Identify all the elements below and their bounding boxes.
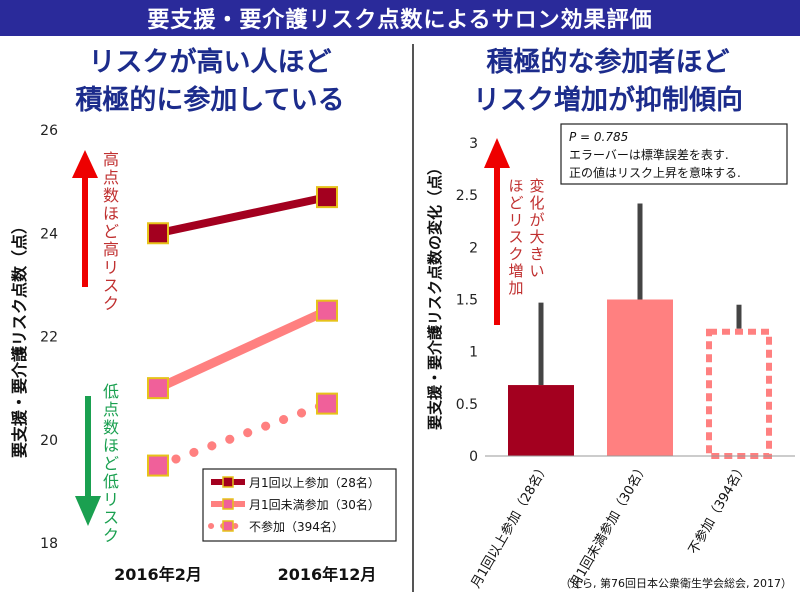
left-heading-line1: リスクが高い人ほど	[88, 47, 332, 78]
stats-p-value: P = 0.785	[569, 130, 628, 144]
up-note-left: 高点数ほど高リスク	[103, 150, 119, 313]
right-heading-line1: 積極的な参加者ほど	[486, 47, 730, 78]
up-note-right-col2: ほどリスク増	[508, 177, 523, 280]
left-heading: リスクが高い人ほど 積極的に参加している	[20, 44, 400, 120]
legend-label-1: 月1回未満参加（30名）	[249, 497, 380, 512]
y-tick-label-right: 1	[469, 345, 478, 361]
bar-1	[607, 299, 673, 456]
x-tick-label-right: 月1回以上参加（28名）	[468, 460, 553, 591]
data-point-0-0	[147, 222, 169, 245]
y-tick-label-right: 0.5	[456, 397, 478, 413]
series-line-2	[153, 399, 332, 471]
data-point-1-0	[147, 377, 169, 400]
right-heading-line2: リスク増加が抑制傾向	[473, 85, 743, 116]
down-arrow-head-left	[75, 496, 101, 526]
y-tick-label-right: 0	[469, 449, 478, 465]
stats-note-error: エラーバーは標準誤差を表す.	[569, 147, 729, 162]
data-point-2-0	[147, 454, 169, 477]
legend-swatch-marker-0	[222, 476, 234, 488]
bar-2	[706, 328, 772, 460]
y-tick-label-right: 2.5	[456, 188, 478, 204]
y-tick-label-left: 26	[40, 123, 58, 139]
stats-note-positive: 正の値はリスク上昇を意味する.	[569, 165, 741, 180]
x-tick-label-right: 不参加（394名）	[685, 460, 750, 557]
y-tick-label-left: 20	[40, 433, 58, 449]
right-heading: 積極的な参加者ほど リスク増加が抑制傾向	[418, 44, 798, 120]
up-arrow-head-right	[484, 138, 510, 168]
y-axis-label-right: 要支援・要介護リスク点数の変化（点）	[426, 160, 444, 430]
up-arrow-head-left	[72, 150, 98, 178]
legend-label-2: 不参加（394名）	[249, 519, 344, 534]
banner-title: 要支援・要介護リスク点数によるサロン効果評価	[0, 0, 800, 36]
legend-swatch-marker-2	[222, 520, 234, 532]
source-note: （辻ら, 第76回日本公衆衛生学会総会, 2017）	[560, 577, 792, 590]
data-point-2-1	[316, 392, 338, 415]
bar-0	[508, 385, 574, 456]
stats-box	[560, 123, 788, 185]
y-axis-label-left: 要支援・要介護リスク点数（点）	[10, 218, 29, 458]
x-tick-label-left: 2016年2月	[114, 565, 202, 584]
y-tick-label-left: 24	[40, 226, 58, 242]
data-point-1-1	[316, 299, 338, 322]
left-heading-line2: 積極的に参加している	[75, 85, 345, 116]
down-note-left: 低点数ほど低リスク	[103, 382, 119, 545]
y-tick-label-right: 3	[469, 136, 478, 152]
y-tick-label-left: 22	[40, 330, 58, 346]
data-point-0-1	[316, 186, 338, 209]
panel-divider	[412, 44, 414, 592]
series-line-0	[157, 193, 328, 238]
x-tick-label-left: 2016年12月	[278, 565, 377, 584]
up-note-right-col1: 変化が大きい	[529, 177, 544, 280]
series-line-1	[156, 306, 329, 393]
legend-swatch-marker-1	[222, 498, 234, 510]
x-tick-label-right: 月1回未満参加（30名）	[567, 460, 652, 591]
y-tick-label-left: 18	[40, 536, 58, 552]
up-note-right-col3: 加	[508, 279, 523, 297]
y-tick-label-right: 2	[469, 240, 478, 256]
y-tick-label-right: 1.5	[456, 293, 478, 309]
legend-label-0: 月1回以上参加（28名）	[249, 475, 380, 490]
